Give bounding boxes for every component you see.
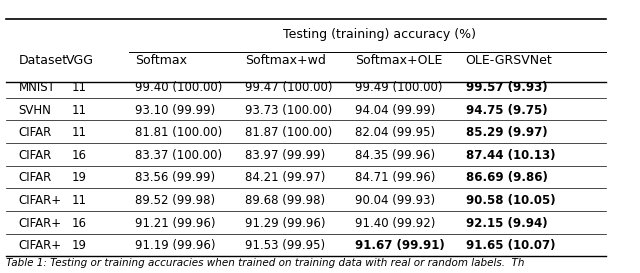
Text: CIFAR+: CIFAR+ [19, 239, 61, 253]
Text: 99.57 (9.93): 99.57 (9.93) [465, 81, 547, 94]
Text: Dataset: Dataset [19, 54, 67, 67]
Text: 83.56 (99.99): 83.56 (99.99) [135, 171, 215, 185]
Text: 83.37 (100.00): 83.37 (100.00) [135, 149, 222, 162]
Text: 85.29 (9.97): 85.29 (9.97) [465, 126, 547, 139]
Text: 84.21 (99.97): 84.21 (99.97) [245, 171, 325, 185]
Text: 91.29 (99.96): 91.29 (99.96) [245, 217, 326, 230]
Text: 99.47 (100.00): 99.47 (100.00) [245, 81, 333, 94]
Text: 84.35 (99.96): 84.35 (99.96) [355, 149, 435, 162]
Text: 11: 11 [72, 194, 87, 207]
Text: CIFAR: CIFAR [19, 171, 52, 185]
Text: 99.40 (100.00): 99.40 (100.00) [135, 81, 222, 94]
Text: 93.10 (99.99): 93.10 (99.99) [135, 103, 215, 117]
Text: 11: 11 [72, 103, 87, 117]
Text: Table 1: Testing or training accuracies when trained on training data with real : Table 1: Testing or training accuracies … [6, 257, 525, 268]
Text: 19: 19 [72, 239, 87, 253]
Text: MNIST: MNIST [19, 81, 55, 94]
Text: CIFAR+: CIFAR+ [19, 217, 61, 230]
Text: 91.19 (99.96): 91.19 (99.96) [135, 239, 215, 253]
Text: 82.04 (99.95): 82.04 (99.95) [355, 126, 435, 139]
Text: Softmax: Softmax [135, 54, 187, 67]
Text: 86.69 (9.86): 86.69 (9.86) [465, 171, 547, 185]
Text: Testing (training) accuracy (%): Testing (training) accuracy (%) [284, 28, 476, 41]
Text: OLE-GRSVNet: OLE-GRSVNet [465, 54, 552, 67]
Text: 90.58 (10.05): 90.58 (10.05) [465, 194, 555, 207]
Text: 91.40 (99.92): 91.40 (99.92) [355, 217, 436, 230]
Text: 81.87 (100.00): 81.87 (100.00) [245, 126, 332, 139]
Text: 19: 19 [72, 171, 87, 185]
Text: CIFAR: CIFAR [19, 126, 52, 139]
Text: 92.15 (9.94): 92.15 (9.94) [465, 217, 547, 230]
Text: VGG: VGG [66, 54, 93, 67]
Text: 89.52 (99.98): 89.52 (99.98) [135, 194, 215, 207]
Text: 11: 11 [72, 81, 87, 94]
Text: CIFAR+: CIFAR+ [19, 194, 61, 207]
Text: 99.49 (100.00): 99.49 (100.00) [355, 81, 443, 94]
Text: 91.67 (99.91): 91.67 (99.91) [355, 239, 445, 253]
Text: 87.44 (10.13): 87.44 (10.13) [465, 149, 555, 162]
Text: 16: 16 [72, 149, 87, 162]
Text: 91.53 (99.95): 91.53 (99.95) [245, 239, 325, 253]
Text: 16: 16 [72, 217, 87, 230]
Text: 90.04 (99.93): 90.04 (99.93) [355, 194, 435, 207]
Text: 89.68 (99.98): 89.68 (99.98) [245, 194, 325, 207]
Text: 91.21 (99.96): 91.21 (99.96) [135, 217, 215, 230]
Text: Softmax+OLE: Softmax+OLE [355, 54, 443, 67]
Text: 11: 11 [72, 126, 87, 139]
Text: Softmax+wd: Softmax+wd [245, 54, 326, 67]
Text: 94.04 (99.99): 94.04 (99.99) [355, 103, 436, 117]
Text: 83.97 (99.99): 83.97 (99.99) [245, 149, 325, 162]
Text: 84.71 (99.96): 84.71 (99.96) [355, 171, 436, 185]
Text: CIFAR: CIFAR [19, 149, 52, 162]
Text: 81.81 (100.00): 81.81 (100.00) [135, 126, 222, 139]
Text: SVHN: SVHN [19, 103, 51, 117]
Text: 93.73 (100.00): 93.73 (100.00) [245, 103, 332, 117]
Text: 91.65 (10.07): 91.65 (10.07) [465, 239, 555, 253]
Text: 94.75 (9.75): 94.75 (9.75) [465, 103, 547, 117]
